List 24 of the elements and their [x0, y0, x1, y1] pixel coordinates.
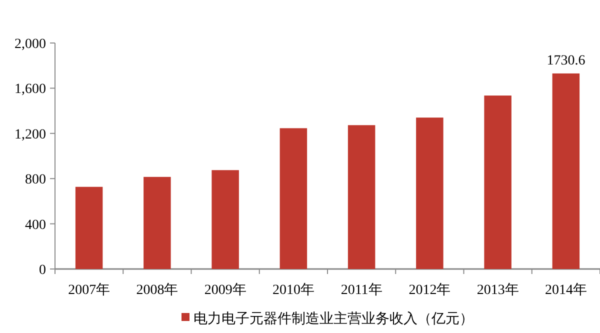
bar — [416, 118, 444, 269]
bar — [552, 73, 580, 269]
y-tick-label: 1,600 — [14, 82, 46, 98]
x-tick-label: 2013年 — [476, 282, 519, 298]
bar — [348, 125, 376, 269]
x-tick-label: 2011年 — [340, 282, 382, 298]
x-tick-label: 2010年 — [272, 282, 314, 298]
x-tick-label: 2014年 — [544, 282, 587, 298]
legend-label: 电力电子元器件制造业主营业务收入（亿元） — [194, 311, 474, 327]
x-tick-label: 2007年 — [68, 282, 110, 298]
y-tick-label: 1,200 — [14, 127, 46, 142]
x-tick-label: 2012年 — [408, 282, 451, 298]
y-tick-label: 0 — [39, 263, 46, 278]
bar — [484, 96, 512, 269]
bar — [144, 176, 171, 269]
x-tick-label: 2009年 — [204, 282, 246, 298]
y-tick-label: 400 — [25, 218, 46, 233]
y-tick-label: 800 — [25, 172, 46, 188]
bar — [280, 128, 308, 269]
x-tick-label: 2008年 — [136, 282, 178, 298]
bar — [75, 186, 103, 269]
data-label: 1730.6 — [546, 53, 586, 68]
y-tick-label: 2,000 — [14, 37, 46, 52]
bar — [212, 170, 239, 269]
